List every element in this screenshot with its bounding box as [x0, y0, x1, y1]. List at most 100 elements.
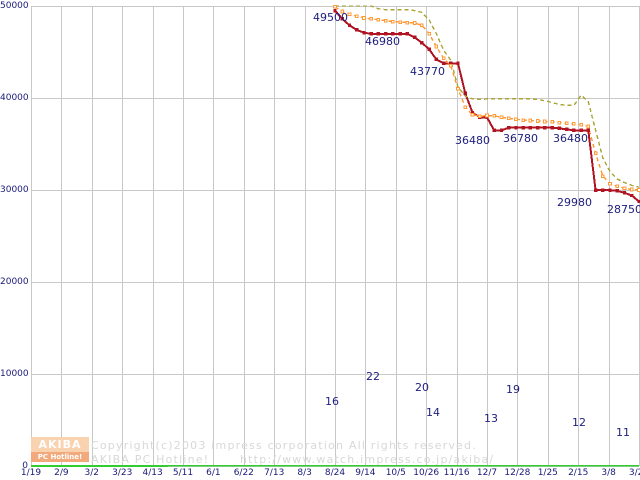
x-axis-tick-label: 5/11 [172, 468, 194, 478]
data-point-marker [528, 125, 533, 130]
data-point-value-label: 19 [506, 383, 520, 396]
y-axis-tick-label: 30000 [0, 185, 29, 195]
data-point-marker [535, 119, 540, 123]
x-axis-tick-label: 3/23 [112, 468, 133, 478]
data-point-value-label: 28750 [607, 203, 640, 216]
data-point-marker [456, 87, 460, 91]
data-point-marker [347, 12, 352, 17]
x-axis-tick-label: 3/29 [628, 468, 640, 478]
data-point-marker [608, 188, 612, 192]
data-point-marker [412, 35, 417, 39]
x-axis-tick-label: 7/13 [264, 468, 285, 478]
data-point-value-label: 36480 [553, 132, 588, 145]
data-point-marker [557, 121, 562, 125]
data-point-marker [398, 20, 402, 24]
data-point-marker [434, 44, 439, 49]
data-point-marker [427, 31, 431, 36]
x-axis-tick-label: 3/8 [601, 468, 616, 478]
data-point-value-label: 16 [325, 395, 339, 408]
data-point-marker [521, 118, 526, 122]
data-point-marker [557, 126, 562, 131]
data-point-marker [521, 125, 525, 130]
data-point-value-label: 36480 [455, 134, 490, 147]
data-point-marker [391, 32, 395, 36]
data-point-marker [572, 122, 576, 126]
data-point-value-label: 11 [616, 426, 630, 439]
x-axis-tick-label: 6/1 [206, 468, 221, 478]
watermark-site-url: http://www.watch.impress.co.jp/akiba/ [240, 453, 495, 466]
data-point-marker [492, 128, 496, 133]
data-point-marker [586, 124, 591, 129]
x-axis-tick-label: 2/9 [54, 468, 69, 478]
logo-akiba-text: AKIBA [31, 437, 89, 452]
data-point-marker [601, 188, 605, 192]
data-point-value-label: 43770 [410, 65, 445, 78]
data-point-value-label: 12 [572, 416, 586, 429]
data-point-marker [420, 23, 424, 28]
data-point-marker [550, 125, 554, 130]
y-axis-tick-label: 0 [22, 461, 28, 471]
data-point-marker [630, 187, 634, 192]
data-point-value-label: 46980 [365, 35, 400, 48]
data-point-marker [376, 32, 381, 36]
y-axis-tick-label: 40000 [0, 93, 29, 103]
data-point-marker [383, 18, 388, 23]
y-axis-tick-label: 50000 [0, 1, 29, 11]
data-point-marker [579, 122, 583, 127]
data-point-marker [637, 199, 640, 204]
watermark-site-name: AKIBA PC Hotline! [91, 453, 210, 466]
data-point-marker [470, 111, 475, 115]
data-point-marker [369, 32, 373, 36]
data-point-marker [601, 174, 605, 178]
data-point-marker [507, 125, 511, 130]
data-point-marker [441, 56, 446, 61]
data-point-marker [615, 184, 620, 189]
x-axis-tick-label: 8/24 [324, 468, 346, 478]
data-point-marker [340, 9, 344, 14]
data-point-marker [412, 21, 417, 25]
data-point-value-label: 20 [415, 381, 429, 394]
data-point-marker [478, 114, 482, 119]
data-point-marker [449, 61, 453, 65]
data-point-marker [420, 41, 424, 45]
data-point-marker [536, 125, 540, 130]
data-point-marker [543, 125, 547, 130]
data-point-marker [492, 114, 496, 118]
data-point-marker [514, 117, 518, 122]
data-point-marker [543, 119, 547, 124]
data-point-marker [405, 20, 410, 25]
y-axis-tick-label: 20000 [0, 277, 29, 287]
data-point-marker [622, 186, 627, 190]
x-axis-tick-label: 9/14 [355, 468, 376, 478]
data-point-marker [384, 32, 388, 36]
data-point-marker [376, 18, 381, 22]
series-line-highest-price [335, 5, 640, 188]
data-point-marker [441, 61, 446, 65]
data-point-marker [427, 47, 431, 51]
x-axis-tick-label: 12/7 [476, 468, 498, 478]
watermark-copyright-line: Copyright(c)2003 impress corporation All… [91, 439, 477, 452]
data-point-marker [456, 61, 460, 65]
x-axis-tick-label: 6/22 [233, 468, 254, 478]
data-point-marker [514, 125, 518, 130]
data-point-marker [550, 120, 554, 124]
data-point-marker [391, 19, 395, 24]
data-point-marker [355, 28, 359, 32]
x-axis-tick-label: 11/16 [443, 468, 470, 478]
data-point-marker [347, 23, 352, 27]
data-point-marker [637, 188, 640, 192]
akiba-pc-hotline-logo: AKIBA PC Hotline! [31, 437, 89, 463]
data-point-marker [593, 151, 598, 155]
data-point-marker [615, 189, 619, 193]
data-point-marker [630, 193, 634, 198]
data-point-marker [499, 128, 504, 133]
data-point-value-label: 13 [484, 412, 498, 425]
data-point-marker [333, 8, 337, 13]
x-axis-tick-label: 3/2 [84, 468, 100, 478]
logo-pchotline-text: PC Hotline! [31, 452, 89, 462]
data-point-marker [586, 128, 590, 133]
data-point-marker [506, 116, 511, 121]
data-point-marker [449, 64, 453, 68]
y-axis-tick-label: 10000 [0, 369, 29, 379]
